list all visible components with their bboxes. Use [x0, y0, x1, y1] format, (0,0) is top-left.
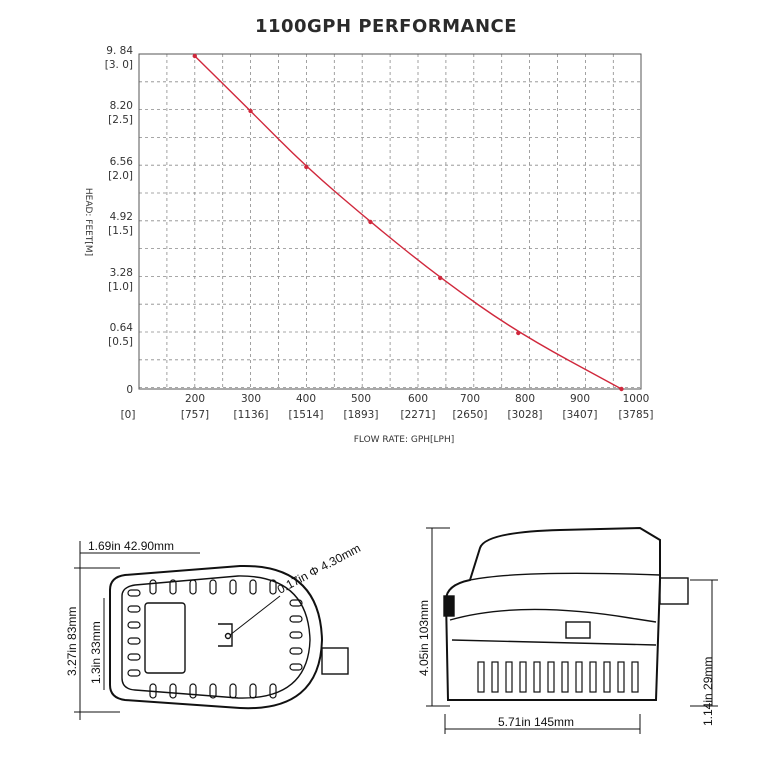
y-tick-label-metric: [3. 0]	[105, 59, 133, 71]
x-tick-label-metric: [1136]	[234, 409, 269, 421]
x-tick-label: 700	[460, 393, 480, 405]
slot	[289, 599, 303, 607]
y-tick-label-metric: [1.5]	[108, 225, 133, 237]
side-view-slots	[477, 661, 639, 693]
top-height-dim: 3.27in 83mm	[65, 607, 79, 676]
y-tick-label-metric: [2.0]	[108, 170, 133, 182]
slot	[505, 661, 513, 693]
chart-title: 1100GPH PERFORMANCE	[254, 16, 518, 37]
y-tick-label-metric: [1.0]	[108, 281, 133, 293]
slot	[491, 661, 499, 693]
slot	[169, 683, 177, 699]
slot	[209, 683, 217, 699]
slot	[289, 615, 303, 623]
slot	[289, 663, 303, 671]
x-tick-label-metric: [2650]	[453, 409, 488, 421]
slot	[269, 683, 277, 699]
y-tick-label: 4.92	[110, 211, 133, 223]
slot	[189, 683, 197, 699]
x-tick-label: 500	[351, 393, 371, 405]
x-tick-label-metric: [1514]	[289, 409, 324, 421]
top-width-dim: 1.69in 42.90mm	[88, 539, 174, 553]
top-view-slots	[127, 579, 303, 699]
plot-border	[138, 53, 642, 390]
y-tick-label: 0	[126, 384, 133, 396]
slot	[289, 647, 303, 655]
x-tick-label: 800	[515, 393, 535, 405]
slot	[249, 683, 257, 699]
slot	[249, 579, 257, 595]
slot	[631, 661, 639, 693]
side-view-drawing	[426, 526, 718, 734]
x-tick-label: 400	[296, 393, 316, 405]
x-tick-label-metric: [1893]	[344, 409, 379, 421]
side-length-dim: 5.71in 145mm	[498, 715, 574, 729]
y-tick-label: 9. 84	[106, 45, 133, 57]
slot	[289, 631, 303, 639]
slot	[229, 579, 237, 595]
slot	[617, 661, 625, 693]
hole-dim: 0.17in Φ 4.30mm	[275, 541, 363, 597]
side-outlet-dim: 1.14in 29mm	[701, 657, 715, 726]
slot	[189, 579, 197, 595]
side-height-dim: 4.05in 103mm	[417, 600, 431, 676]
data-point	[368, 219, 373, 225]
x-tick-label-metric: [3028]	[508, 409, 543, 421]
x-tick-label-metric: [3785]	[619, 409, 654, 421]
slot	[519, 661, 527, 693]
x-tick-label: 300	[241, 393, 261, 405]
slot	[547, 661, 555, 693]
y-tick-label-metric: [0.5]	[108, 336, 133, 348]
slot	[127, 653, 141, 661]
slot	[127, 605, 141, 613]
slot	[561, 661, 569, 693]
data-point	[516, 330, 521, 336]
top-inner-dim: 1.3in 33mm	[89, 621, 103, 684]
series-layer	[192, 53, 624, 392]
y-tick-label: 0.64	[110, 322, 134, 334]
slot	[477, 661, 485, 693]
slot	[229, 683, 237, 699]
x-tick-label: 1000	[623, 393, 650, 405]
x-tick-label-metric: [757]	[181, 409, 209, 421]
x-tick-label-metric: [0]	[121, 409, 136, 421]
slot	[127, 621, 141, 629]
x-tick-label: 900	[570, 393, 590, 405]
x-tick-label-metric: [2271]	[401, 409, 436, 421]
data-point	[192, 53, 197, 59]
slot	[127, 589, 141, 597]
series-line	[194, 55, 622, 390]
x-tick-labels: [0] 200 [757] 300 [1136] 400 [1514] 500 [1893] 60…	[121, 393, 654, 421]
data-point	[619, 386, 624, 392]
slot	[269, 579, 277, 595]
top-view-drawing	[74, 541, 349, 720]
y-tick-label: 6.56	[110, 156, 134, 168]
y-tick-labels: 0 0.64 [0.5] 3.28 [1.0] 4.92 [1.5] 6.56 [2.0] 8.2…	[105, 45, 134, 396]
slot	[603, 661, 611, 693]
chart-frame	[138, 53, 642, 390]
y-axis-label: HEAD: FEET[M]	[83, 188, 93, 256]
y-tick-label: 8.20	[110, 100, 133, 112]
slot	[127, 669, 141, 677]
slot	[149, 579, 157, 595]
x-tick-label-metric: [3407]	[563, 409, 598, 421]
data-point	[248, 108, 253, 114]
y-tick-label: 3.28	[110, 267, 133, 279]
slot	[533, 661, 541, 693]
slot	[209, 579, 217, 595]
slot	[575, 661, 583, 693]
data-point	[304, 164, 309, 170]
x-tick-label: 600	[408, 393, 428, 405]
data-point	[438, 275, 443, 281]
slot	[589, 661, 597, 693]
x-tick-label: 200	[185, 393, 205, 405]
y-tick-label-metric: [2.5]	[108, 114, 133, 126]
slot	[149, 683, 157, 699]
slot	[127, 637, 141, 645]
chart-grid	[139, 54, 641, 389]
slot	[169, 579, 177, 595]
x-axis-label: FLOW RATE: GPH[LPH]	[354, 435, 455, 445]
